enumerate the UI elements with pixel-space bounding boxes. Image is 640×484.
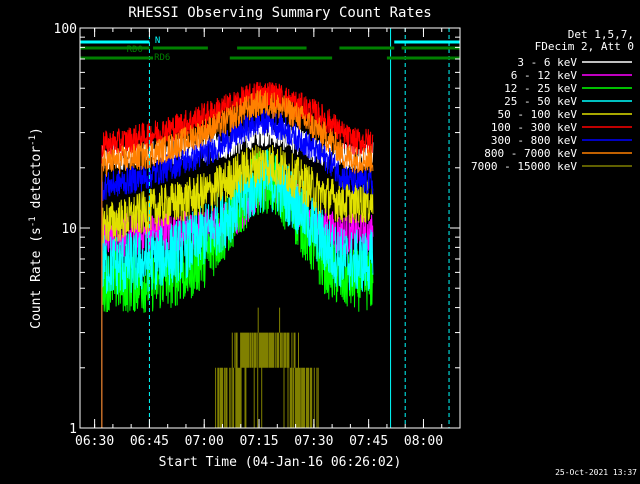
- series-800-7000-kev: [101, 89, 374, 428]
- legend-label: 3 - 6 keV: [517, 56, 577, 69]
- legend-label: 12 - 25 keV: [504, 82, 577, 95]
- annotation-layer: N RD0 RD6: [80, 28, 460, 428]
- series-7000-15000-kev: [215, 307, 319, 428]
- x-tick-label: 07:45: [349, 434, 388, 449]
- legend-label: 100 - 300 keV: [491, 121, 577, 134]
- series-7000-15000-kev-trace: [215, 307, 319, 428]
- x-tick-label: 07:15: [239, 434, 278, 449]
- x-tick-label: 06:30: [75, 434, 114, 449]
- series-50-100-kev-trace: [101, 144, 374, 246]
- legend-label: 6 - 12 keV: [511, 69, 578, 82]
- legend-header-line: FDecim 2, Att 0: [535, 40, 634, 53]
- rd0-flag-label: RD0: [127, 45, 143, 55]
- series-100-300-kev-trace: [101, 82, 374, 158]
- legend-label: 800 - 7000 keV: [484, 147, 577, 160]
- legend-label: 7000 - 15000 keV: [471, 160, 577, 173]
- x-tick-label: 07:30: [294, 434, 333, 449]
- legend-label: 50 - 100 keV: [498, 108, 578, 121]
- plot-area: [101, 82, 374, 428]
- series-25-50-kev-trace: [101, 149, 374, 295]
- x-tick-label: 06:45: [130, 434, 169, 449]
- y-axis-label: Count Rate (s-1 detector-1): [28, 127, 44, 329]
- x-tick-label: 08:00: [404, 434, 443, 449]
- x-tick-label: 07:00: [185, 434, 224, 449]
- y-tick-label: 100: [54, 22, 77, 37]
- n-flag-label: N: [155, 36, 160, 46]
- legend-header-line: Det 1,5,7,: [568, 28, 634, 41]
- rd6-flag-label: RD6: [154, 53, 170, 63]
- series-800-7000-kev-trace: [101, 89, 374, 177]
- axes-layer: 06:30 06:45 07:00 07:15 07:30 07:45 08:00 1 10 10…: [54, 22, 461, 449]
- y-tick-label: 1: [69, 422, 77, 437]
- timestamp: 25-Oct-2021 13:37: [555, 468, 637, 477]
- y-tick-label: 10: [61, 222, 77, 237]
- chart-title: RHESSI Observing Summary Count Rates: [128, 5, 431, 21]
- legend-label: 300 - 800 keV: [491, 134, 577, 147]
- series-300-800-kev-trace: [101, 107, 374, 202]
- legend-label: 25 - 50 keV: [504, 95, 577, 108]
- x-axis-label: Start Time (04-Jan-16 06:26:02): [159, 455, 402, 470]
